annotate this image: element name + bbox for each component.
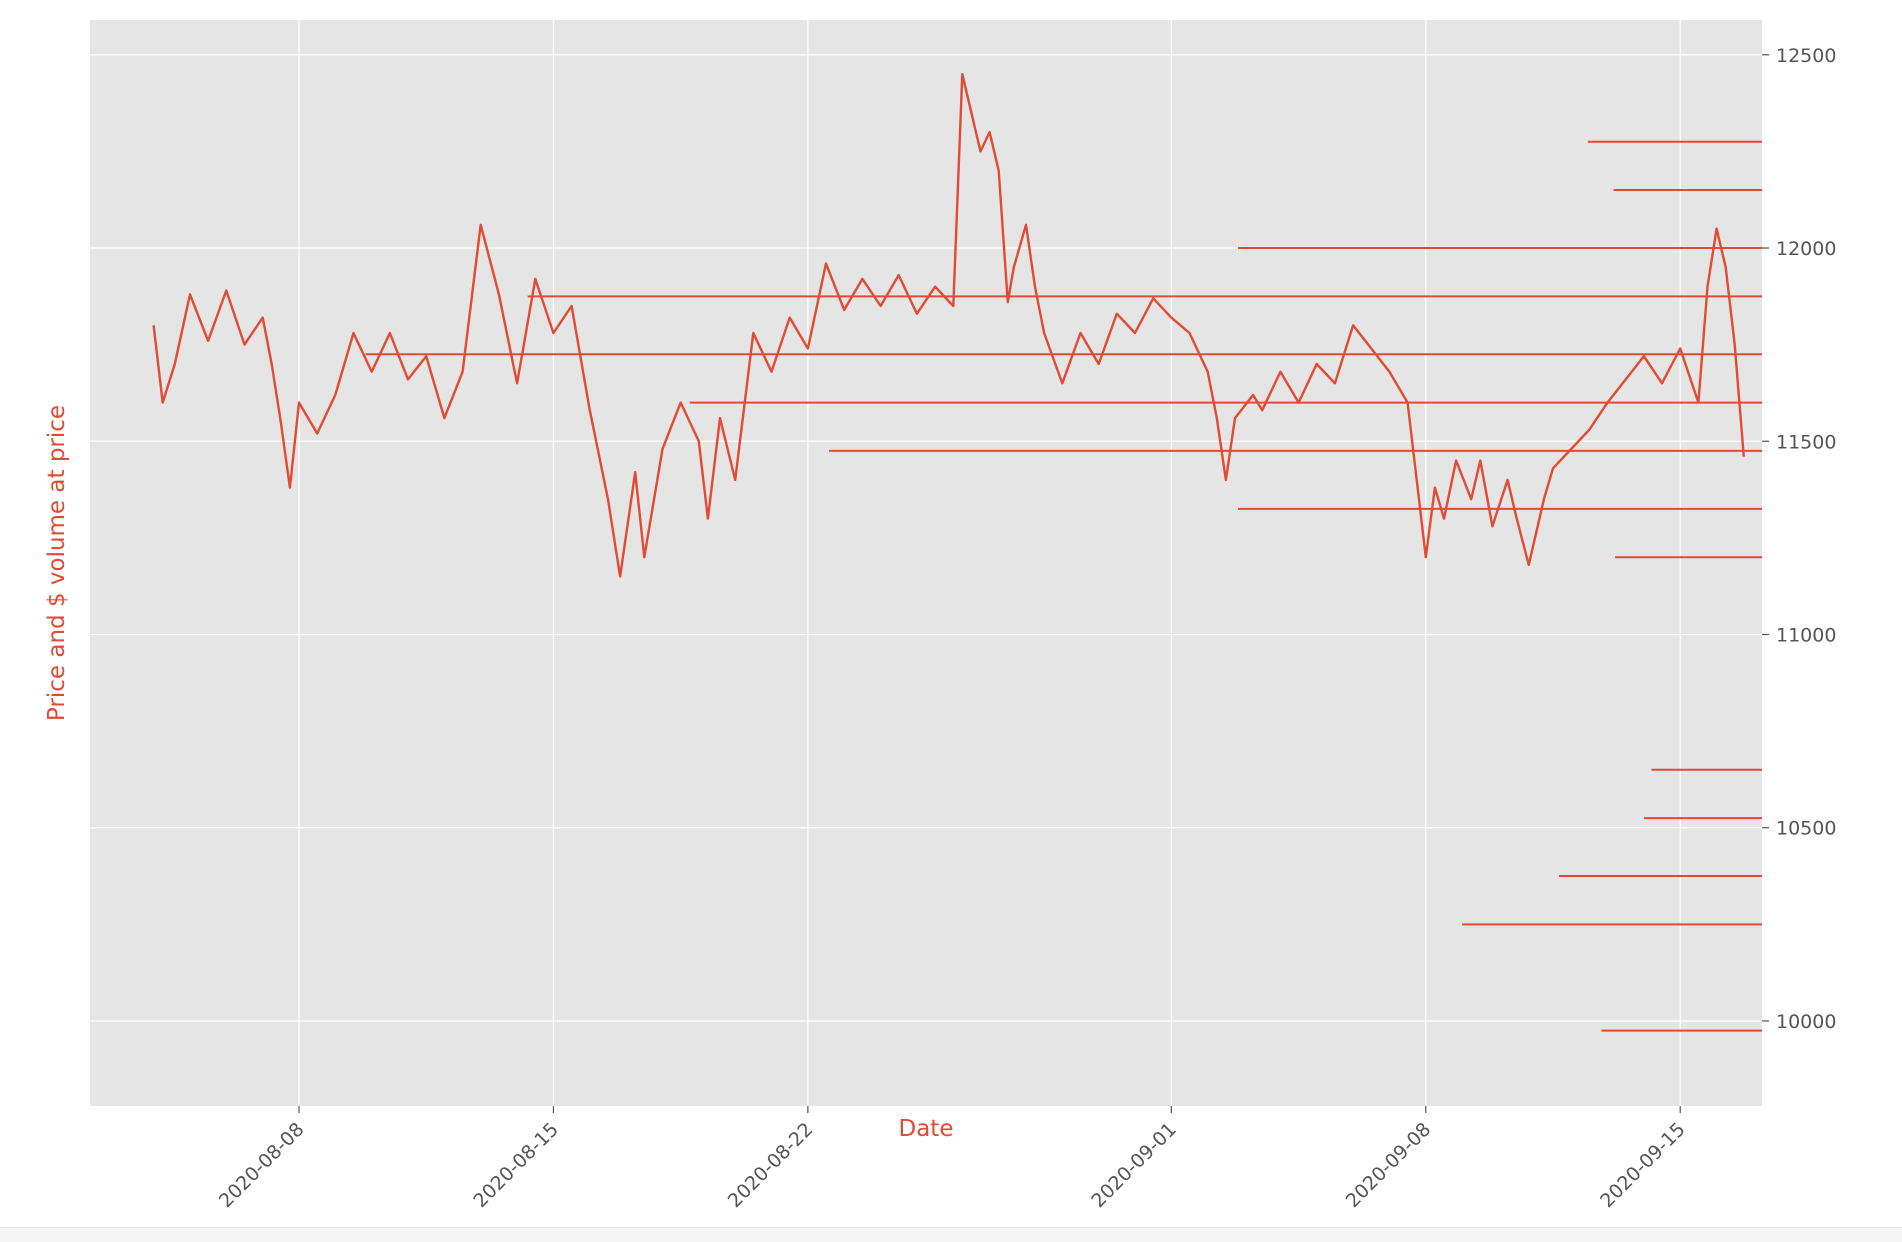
x-tick-label: 2020-08-15 [469, 1118, 563, 1212]
plot-background [90, 20, 1762, 1106]
price-line [152, 72, 1745, 578]
y-tick-label: 11000 [1776, 624, 1836, 646]
x-tick-label: 2020-09-08 [1342, 1118, 1436, 1212]
x-axis-label: Date [899, 1116, 954, 1142]
y-tick-label: 12500 [1776, 45, 1836, 67]
y-tick-label: 12000 [1776, 238, 1836, 260]
x-tick-label: 2020-08-22 [724, 1118, 818, 1212]
x-tick-label: 2020-09-15 [1596, 1118, 1690, 1212]
x-tick-label: 2020-08-08 [215, 1118, 309, 1212]
y-axis: 10000 10500 11000 11500 12000 12500 [1762, 45, 1836, 1033]
window-bottom-strip [0, 1227, 1902, 1242]
x-tick-label: 2020-09-01 [1087, 1118, 1181, 1212]
y-tick-label: 10000 [1776, 1011, 1836, 1033]
y-tick-label: 10500 [1776, 818, 1836, 840]
y-axis-label: Price and $ volume at price [44, 405, 70, 721]
grid-lines [90, 20, 1762, 1106]
y-tick-label: 11500 [1776, 431, 1836, 453]
price-series [152, 72, 1745, 578]
volume-profile [365, 140, 1762, 1032]
